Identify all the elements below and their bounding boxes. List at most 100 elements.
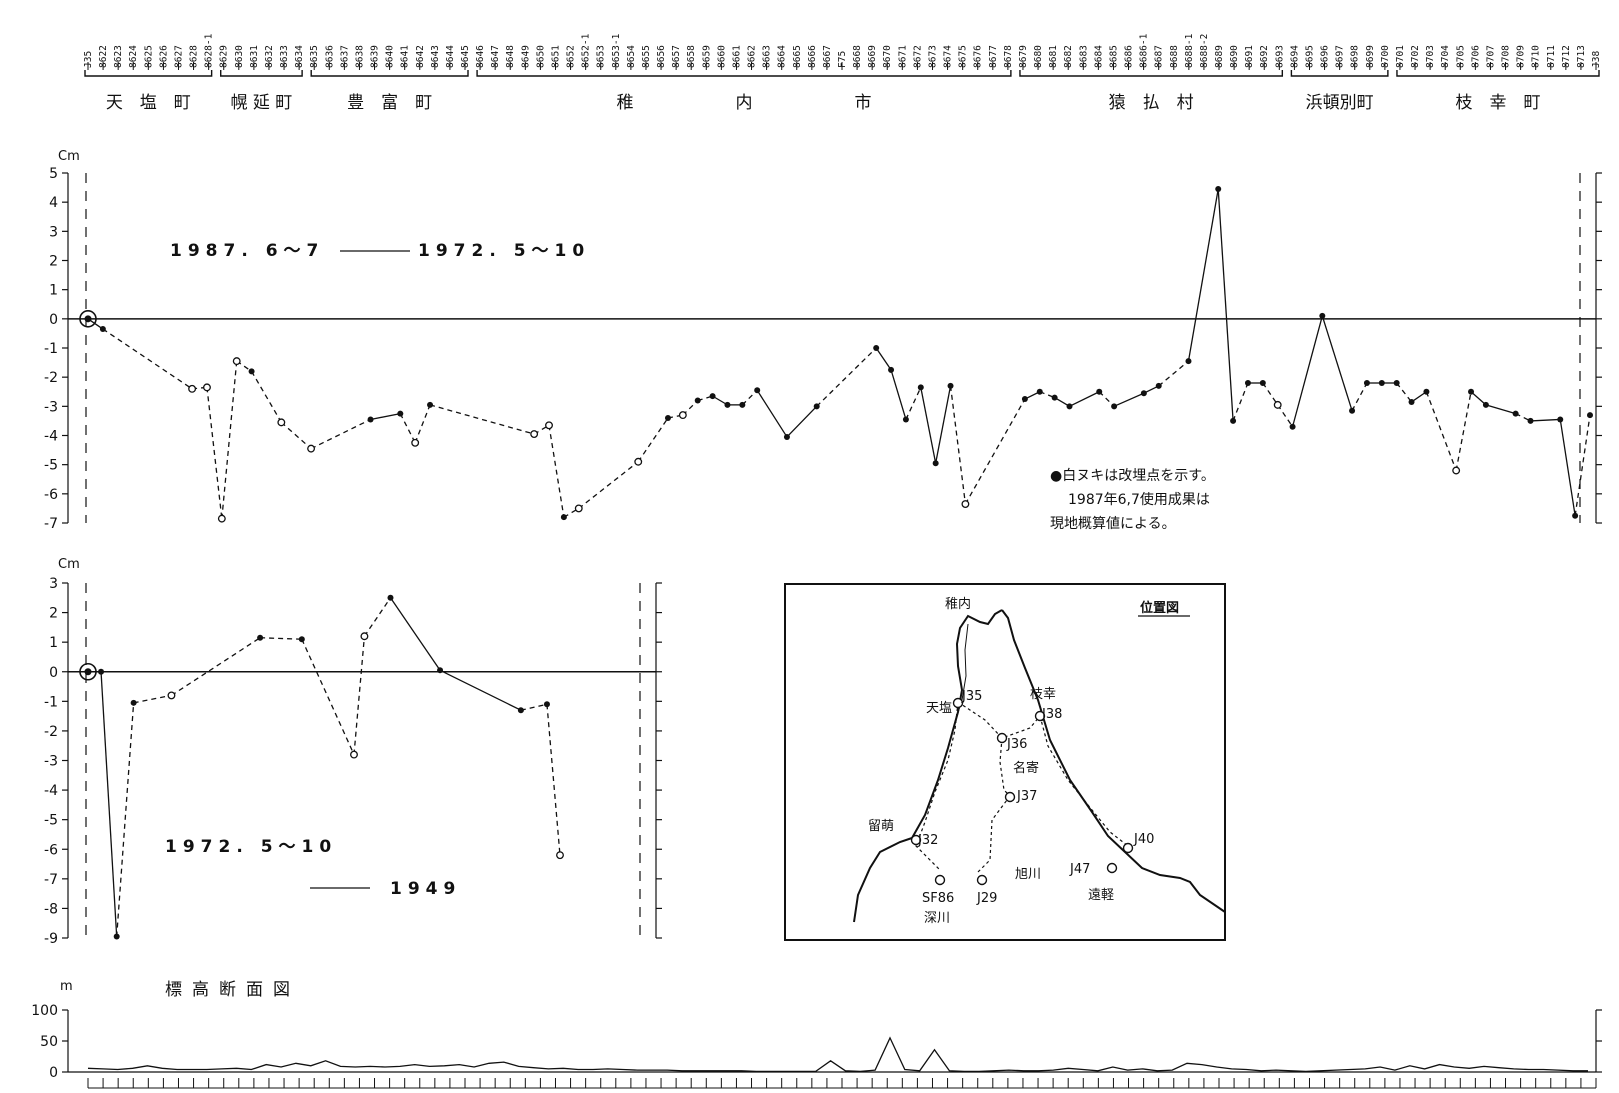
benchmark-label: 8654 [626, 45, 637, 68]
benchmark-label: 8672 [912, 45, 923, 68]
benchmark-label: 8653 [596, 45, 607, 68]
benchmark-label: 8677 [988, 45, 999, 68]
station-marker [1034, 710, 1046, 722]
benchmark-label: 8629 [219, 45, 230, 68]
data-point [397, 410, 404, 417]
benchmark-label: 8652 [566, 45, 577, 68]
benchmark-label: 8680 [1033, 45, 1044, 68]
municipality-name: 枝 幸 町 [1455, 93, 1540, 113]
benchmark-label: 8623 [113, 45, 124, 68]
station-marker [1122, 842, 1134, 854]
data-point-open [232, 357, 241, 366]
benchmark-label: 8626 [158, 45, 169, 68]
chart2-series [79, 594, 564, 940]
map-label: 天塩 [926, 701, 952, 716]
series-segment [920, 387, 937, 464]
data-point [543, 701, 550, 708]
series-segment [1530, 418, 1561, 422]
chart2-legend-a: 1972. 5～10 [165, 837, 337, 857]
map-label: 旭川 [1015, 867, 1041, 882]
y-tick-label: 3 [49, 224, 58, 240]
data-point [98, 668, 105, 675]
benchmark-label: 8688-1 [1184, 33, 1195, 68]
series-segment [251, 371, 282, 423]
benchmark-label: 8627 [173, 45, 184, 68]
series-segment [1291, 315, 1323, 427]
benchmark-label: 8664 [777, 45, 788, 68]
map-title: 位置図 [1140, 600, 1179, 616]
benchmark-label: 8639 [370, 45, 381, 68]
benchmark-label: 8647 [490, 45, 501, 68]
data-point [1393, 380, 1400, 386]
benchmark-label: 8669 [867, 45, 878, 68]
note-line-2: 1987年6,7使用成果は [1068, 491, 1210, 508]
elevation-title: 標高断面図 [165, 980, 300, 1000]
benchmark-label: 8678 [1003, 45, 1014, 68]
benchmark-label: 8666 [807, 45, 818, 68]
series-segment [353, 636, 366, 755]
y-tick-label: 0 [49, 312, 58, 328]
chart2-legend: 1972. 5～10 1949 [165, 837, 455, 899]
data-point [298, 636, 305, 643]
data-point [902, 416, 909, 423]
station-marker [1004, 791, 1016, 803]
chart1-unit-label: Cm [58, 149, 80, 164]
series-segment [310, 418, 371, 450]
y-tick-label: 100 [31, 1003, 58, 1019]
map-label: J37 [1016, 789, 1037, 804]
data-point-open [545, 421, 553, 430]
series-segment [1396, 382, 1413, 403]
series-segment [1411, 391, 1427, 403]
y-tick-label: -3 [44, 754, 58, 770]
municipality-bracket [1290, 70, 1389, 77]
series-segment [100, 671, 118, 937]
data-point [1230, 417, 1237, 424]
benchmark-label: 8637 [339, 45, 350, 68]
benchmark-label: 8635 [309, 45, 320, 68]
benchmark-label: 8671 [897, 45, 908, 68]
series-segment [399, 413, 416, 444]
benchmark-label: 8644 [445, 45, 456, 68]
map-label: 名寄 [1013, 760, 1039, 776]
benchmark-label: 8655 [641, 45, 652, 68]
municipality-name: 豊 富 町 [347, 93, 432, 113]
map-label: J35 [961, 689, 982, 704]
reference-point-ring [79, 310, 97, 328]
benchmark-label: 8628-1 [204, 33, 215, 68]
benchmark-label: 8636 [324, 45, 335, 68]
benchmark-label: 8681 [1048, 45, 1059, 68]
y-tick-label: -2 [44, 724, 58, 740]
benchmark-label: 8700 [1380, 45, 1391, 68]
municipality-name: 浜頓別町 [1306, 93, 1374, 113]
municipality-bracket [310, 70, 469, 77]
series-segment [1351, 382, 1368, 412]
elevation-profile: m 標高断面図 100 50 0 [31, 979, 1602, 1089]
data-point [1096, 388, 1103, 395]
data-point [1259, 380, 1266, 386]
benchmark-label: 8682 [1063, 45, 1074, 68]
y-tick-label: 0 [49, 1065, 58, 1081]
benchmark-label: 8653-1 [611, 33, 622, 68]
series-segment [1069, 391, 1100, 407]
series-segment [363, 597, 392, 637]
elevation-x-ticks [87, 1078, 1597, 1089]
benchmark-label: 8676 [973, 45, 984, 68]
benchmark-label: 8648 [505, 45, 516, 68]
reference-point-ring [79, 662, 97, 681]
benchmark-label: 8662 [747, 45, 758, 68]
series-segment [949, 385, 967, 505]
benchmark-label: 8665 [792, 45, 803, 68]
map-label: 遠軽 [1088, 888, 1114, 903]
benchmark-label: 8675 [958, 45, 969, 68]
series-segment [133, 694, 172, 704]
benchmark-header: J35 8622 8623 8624 8625 8626 8627 8628 8628-1 862… [83, 33, 1602, 113]
benchmark-label: 8710 [1531, 45, 1542, 68]
elevation-series [87, 1036, 1588, 1073]
series-segment [637, 417, 669, 463]
data-point [1051, 394, 1058, 401]
y-tick-label: 2 [49, 606, 58, 622]
y-tick-label: 4 [49, 195, 58, 211]
data-point-open [203, 383, 211, 392]
y-tick-label: -3 [44, 399, 58, 415]
